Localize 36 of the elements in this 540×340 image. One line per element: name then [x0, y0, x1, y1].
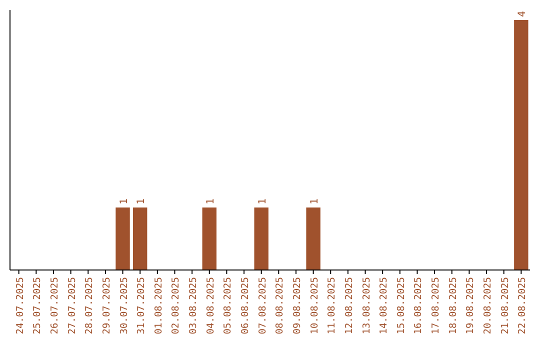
x-tick-label: 31.07.2025	[136, 277, 148, 334]
x-tick-label: 30.07.2025	[118, 277, 130, 334]
data-label: 1	[136, 198, 148, 204]
x-tick-label: 10.08.2025	[309, 277, 320, 334]
x-tick-label: 29.07.2025	[101, 277, 112, 334]
x-tick-label: 01.08.2025	[153, 277, 164, 334]
data-label: 4	[517, 10, 528, 17]
data-label: 1	[257, 198, 268, 204]
x-tick-label: 21.08.2025	[500, 277, 511, 334]
x-tick-label: 16.08.2025	[413, 277, 424, 334]
x-tick-label: 20.08.2025	[482, 277, 494, 334]
x-tick-label: 11.08.2025	[326, 277, 338, 334]
x-tick-label: 02.08.2025	[170, 277, 182, 334]
x-tick-label: 03.08.2025	[188, 277, 200, 334]
x-tick-label: 22.08.2025	[517, 277, 528, 334]
x-tick-label: 08.08.2025	[274, 277, 286, 334]
x-tick-label: 26.07.2025	[49, 277, 60, 334]
data-label: 1	[118, 198, 130, 204]
x-tick-label: 14.08.2025	[378, 277, 390, 334]
x-tick-label: 25.07.2025	[32, 277, 44, 334]
x-tick-label: 18.08.2025	[448, 277, 459, 334]
x-tick-label: 12.08.2025	[344, 277, 355, 334]
x-tick-label: 15.08.2025	[396, 277, 407, 334]
x-tick-label: 27.07.2025	[66, 277, 78, 334]
x-tick-label: 06.08.2025	[240, 277, 252, 334]
x-tick-label: 04.08.2025	[205, 277, 216, 334]
x-tick-label: 05.08.2025	[222, 277, 234, 334]
x-tick-label: 13.08.2025	[361, 277, 372, 334]
x-tick-label: 19.08.2025	[465, 277, 476, 334]
x-tick-label: 09.08.2025	[292, 277, 303, 334]
x-tick-label: 07.08.2025	[257, 277, 268, 334]
data-label: 1	[309, 198, 320, 204]
x-tick-label: 28.07.2025	[84, 277, 96, 334]
data-label: 1	[205, 198, 216, 204]
x-tick-label: 17.08.2025	[430, 277, 442, 334]
x-tick-label: 24.07.2025	[14, 277, 26, 334]
